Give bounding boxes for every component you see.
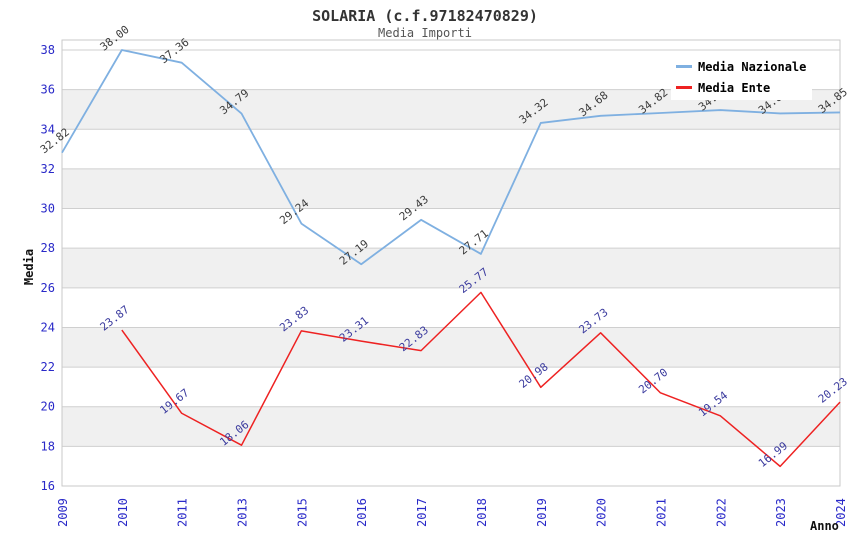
y-tick-label: 36 (41, 83, 55, 97)
legend-label-0: Media Nazionale (698, 59, 807, 74)
series-line-media-ente (121, 291, 841, 468)
y-tick-label: 32 (41, 162, 55, 176)
band-gray (62, 168, 840, 209)
x-tick-label: 2024 (834, 498, 848, 527)
x-tick-label: 2015 (295, 498, 309, 527)
y-tick-label: 30 (41, 202, 55, 216)
y-tick-label: 34 (41, 122, 55, 136)
chart-title: SOLARIA (c.f.97182470829) (312, 7, 538, 25)
x-tick-label: 2011 (176, 498, 190, 527)
y-tick-label: 28 (41, 241, 55, 255)
y-tick-label: 38 (41, 43, 55, 57)
y-tick-label: 18 (41, 439, 55, 453)
plot-border (61, 39, 841, 487)
legend: Media Nazionale Media Ente (671, 56, 812, 100)
y-tick-label: 16 (41, 479, 55, 493)
x-axis-title: Anno (810, 519, 839, 533)
chart-subtitle: Media Importi (378, 26, 472, 40)
x-tick-label: 2023 (774, 498, 788, 527)
y-tick-label: 22 (41, 360, 55, 374)
y-tick-label: 24 (41, 320, 55, 334)
x-tick-label: 2010 (116, 498, 130, 527)
band-gray (62, 327, 840, 368)
band-gray (62, 406, 840, 447)
band-gray (62, 248, 840, 288)
x-tick-label: 2013 (236, 498, 250, 527)
legend-swatch-0 (676, 65, 692, 68)
x-tick-label: 2018 (475, 498, 489, 527)
x-tick-label: 2016 (355, 498, 369, 527)
x-tick-label: 2019 (535, 498, 549, 527)
x-tick-label: 2009 (56, 498, 70, 527)
x-tick-label: 2017 (415, 498, 429, 527)
y-tick-label: 20 (41, 400, 55, 414)
legend-item-media-ente: Media Ente (671, 77, 812, 98)
x-tick-label: 2020 (595, 498, 609, 527)
legend-swatch-1 (676, 86, 692, 89)
y-axis-title: Media (22, 248, 36, 286)
x-tick-label: 2022 (714, 498, 728, 527)
legend-label-1: Media Ente (698, 80, 771, 95)
legend-item-media-nazionale: Media Nazionale (671, 56, 812, 77)
x-tick-label: 2021 (654, 498, 668, 527)
y-tick-label: 26 (41, 281, 55, 295)
series-line-media-nazionale (61, 49, 841, 266)
